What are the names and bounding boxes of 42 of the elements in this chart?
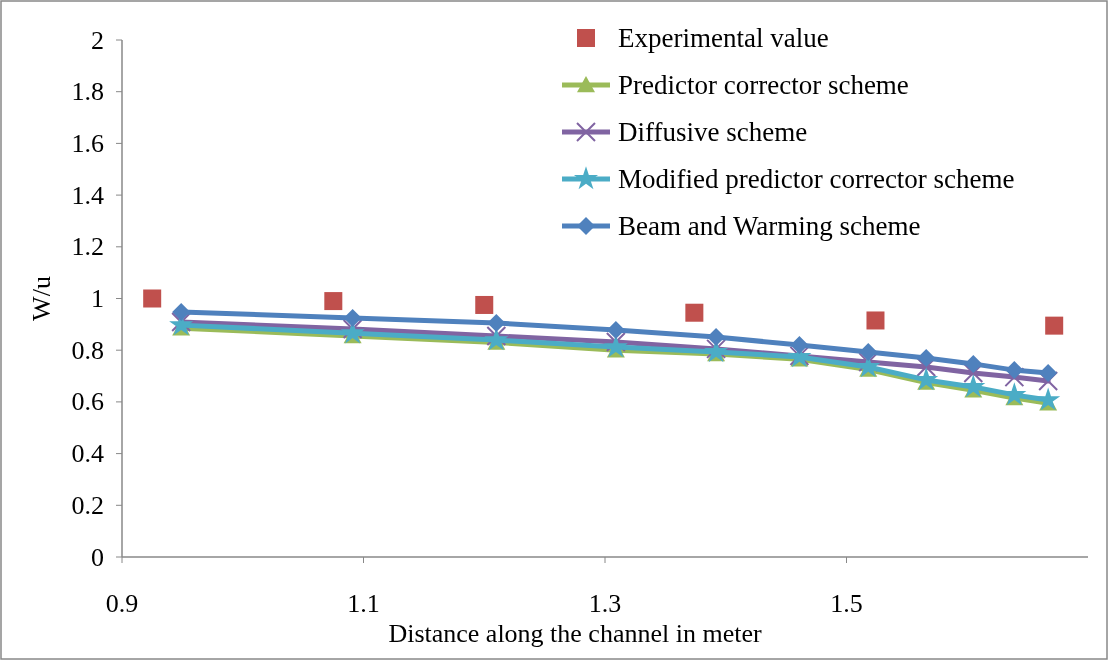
legend-label: Diffusive scheme [618,117,808,147]
y-tick-label: 0.6 [71,387,104,417]
x-tick-label: 0.9 [105,589,139,618]
point [859,343,878,362]
y-tick-label: 1 [91,284,104,313]
y-tick-label: 1.4 [71,180,104,210]
x-tick-label: 1.1 [347,589,380,618]
point [790,336,809,355]
y-tick-label: 0.2 [71,490,104,520]
x-tick-label: 1.3 [588,589,622,618]
point [143,289,162,308]
point [343,308,362,327]
y-tick-label: 0.8 [71,335,104,365]
point [1045,316,1064,335]
point [916,357,937,377]
point [324,292,343,311]
point [1039,363,1058,382]
legend-label: Predictor corrector scheme [618,70,909,100]
point [487,314,506,333]
point [964,354,983,373]
y-axis-title: W/u [27,276,56,321]
point [1038,370,1059,391]
x-tick-label: 1.5 [830,589,863,618]
point [707,328,726,347]
point [475,295,494,314]
point [1005,361,1024,380]
point [963,362,984,383]
x-axis-title: Distance along the channel in meter [388,619,762,648]
legend-label: Beam and Warming scheme [618,211,921,241]
y-tick-label: 1.2 [71,232,104,262]
legend-label: Modified predictor corrector scheme [618,164,1015,194]
point [685,303,704,322]
point [1036,387,1061,411]
point [961,374,986,398]
y-tick-label: 0.4 [71,439,104,469]
y-tick-label: 2 [91,25,104,55]
legend-label: Experimental value [618,23,829,53]
y-tick-label: 1.8 [71,77,104,107]
point [917,348,936,367]
y-tick-label: 1.6 [71,128,104,158]
point [866,311,885,330]
y-tick-label: 0 [91,542,104,572]
